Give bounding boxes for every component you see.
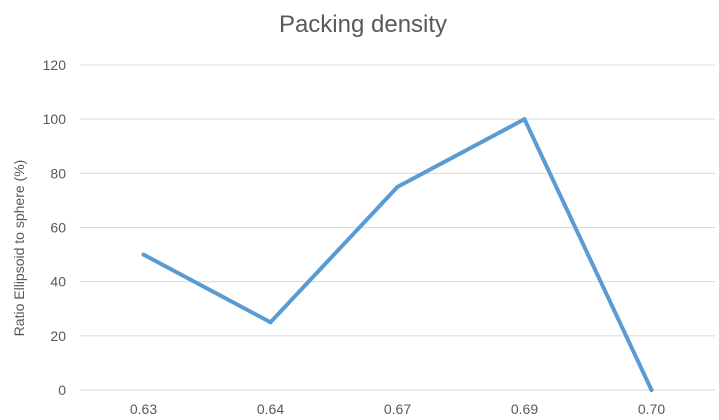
y-axis-label: Ratio Ellipsoid to sphere (%) — [11, 160, 27, 337]
y-tick-label: 60 — [50, 220, 66, 236]
chart-title: Packing density — [279, 11, 447, 38]
x-tick-label: 0.70 — [638, 401, 665, 417]
x-tick-label: 0.67 — [384, 401, 411, 417]
x-axis-ticks: 0.63 0.64 0.67 0.69 0.70 — [130, 401, 665, 417]
x-tick-label: 0.63 — [130, 401, 157, 417]
x-tick-label: 0.64 — [257, 401, 284, 417]
series-line-0 — [141, 117, 654, 392]
data-point — [268, 320, 273, 325]
y-tick-label: 20 — [50, 328, 66, 344]
data-point — [522, 117, 527, 122]
y-tick-label: 40 — [50, 274, 66, 290]
gridlines — [80, 64, 715, 391]
y-axis-ticks: 0 20 40 60 80 100 120 — [43, 57, 67, 398]
x-tick-label: 0.69 — [511, 401, 538, 417]
y-tick-label: 80 — [50, 165, 66, 181]
data-point — [395, 184, 400, 189]
data-point — [141, 252, 146, 257]
series-layer — [141, 117, 654, 392]
y-tick-label: 0 — [58, 382, 66, 398]
y-tick-label: 100 — [43, 111, 67, 127]
y-tick-label: 120 — [43, 57, 67, 73]
data-point — [649, 388, 654, 392]
